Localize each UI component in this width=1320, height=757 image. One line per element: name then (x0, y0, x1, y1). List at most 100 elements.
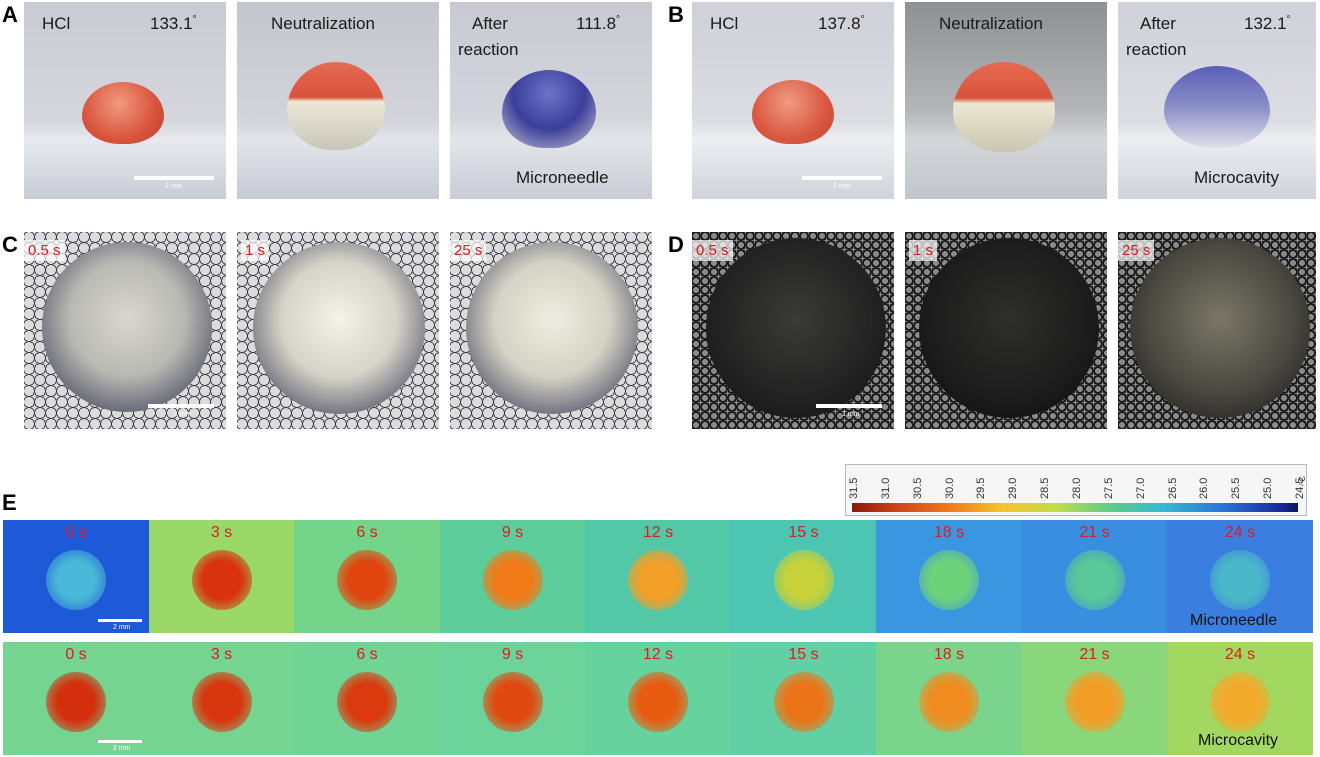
colorbar-tick-label: 26.0 (1198, 477, 1211, 499)
time-label: 0 s (65, 646, 87, 663)
heat-spot (628, 672, 688, 732)
time-label: 12 s (642, 524, 674, 541)
scale-bar (802, 176, 882, 180)
contact-angle-value: 132.1° (1244, 14, 1291, 33)
hcl-label: HCl (42, 14, 71, 33)
scale-bar (134, 176, 214, 180)
contact-angle-value: 111.8° (576, 14, 621, 33)
time-label: 24 s (1224, 646, 1256, 663)
reaction-label: reaction (1126, 40, 1187, 59)
time-label: 15 s (788, 524, 819, 541)
colorbar-unit: °C (1298, 476, 1307, 485)
heat-spot (919, 550, 979, 610)
thermal-frame: 9 s (439, 520, 586, 633)
row-label-microcavity: Microcavity (1198, 732, 1279, 749)
time-label: 12 s (642, 646, 674, 663)
neutralization-label: Neutralization (271, 14, 375, 33)
time-label: 3 s (210, 524, 233, 541)
panel-letter-a: A (2, 2, 18, 27)
heat-spot (337, 672, 397, 732)
panel-a-neutral-photo: Neutralization (237, 2, 439, 199)
hcl-label: HCl (710, 14, 739, 33)
heat-spot (191, 550, 252, 610)
heat-spot (191, 672, 252, 732)
degree-symbol: ° (616, 14, 621, 26)
thermal-frame: 6 s (294, 520, 440, 633)
time-label: 18 s (933, 524, 965, 541)
hcl-droplet (752, 80, 834, 144)
colorbar-tick-label: 29.5 (975, 477, 988, 499)
thermal-frame: 24 s (1167, 520, 1313, 633)
degree-symbol: ° (1286, 14, 1291, 26)
heat-spot (1064, 550, 1125, 610)
colorbar-tick-label: 27.0 (1134, 477, 1147, 499)
scale-bar-text: 2 mm (113, 745, 131, 752)
heat-spot (482, 672, 543, 732)
time-label: 6 s (356, 646, 378, 663)
time-label: 9 s (501, 646, 524, 663)
heat-spot (919, 672, 979, 732)
colorbar-tick-label: 30.5 (911, 477, 924, 499)
colorbar-tick-label: 26.5 (1166, 477, 1179, 499)
contact-angle-value: 137.8° (818, 14, 865, 33)
structure-label: Microneedle (516, 168, 609, 187)
panel-c-photo-2: 1 s (237, 232, 439, 429)
panel-d-photo-1: 0.5 s 1 mm (692, 232, 894, 429)
panel-a-after-photo: After reaction 111.8° Microneedle (450, 2, 652, 199)
heat-spot (628, 550, 688, 610)
colorbar-tick-label: 31.5 (848, 477, 860, 499)
thermal-frame: 0 s (3, 642, 149, 755)
neutralization-label: Neutralization (939, 14, 1043, 33)
heat-spot (1210, 672, 1270, 732)
time-label: 18 s (933, 646, 965, 663)
colorbar-tick-label: 31.0 (879, 477, 892, 499)
droplet-footprint (253, 242, 425, 414)
heat-spot (482, 550, 543, 610)
colorbar-gradient (852, 503, 1298, 512)
neutral-droplet (953, 62, 1055, 152)
droplet-footprint (706, 238, 886, 418)
heat-spot (1210, 550, 1270, 610)
colorbar-tick-label: 28.0 (1071, 477, 1083, 499)
thermal-frame: 3 s (148, 520, 295, 633)
panel-a-hcl-photo: HCl 133.1° 2 mm (24, 2, 226, 199)
time-label: 6 s (356, 524, 378, 541)
thermal-frame: 12 s (585, 520, 731, 633)
panel-letter-c: C (2, 232, 18, 257)
scale-bar-text: 2 mm (833, 183, 851, 190)
scale-bar-text: 1 mm (842, 411, 860, 418)
panel-b-hcl-photo: HCl 137.8° 2 mm (692, 2, 894, 199)
panel-letter-e: E (2, 490, 17, 515)
panel-letter-d: D (668, 232, 684, 257)
hcl-droplet (82, 82, 164, 144)
scale-bar (148, 404, 214, 408)
time-label: 24 s (1224, 524, 1256, 541)
neutral-droplet (287, 62, 385, 150)
degree-symbol: ° (860, 14, 865, 26)
thermal-frame: 0 s (3, 520, 149, 633)
droplet-footprint (1130, 238, 1310, 418)
time-label: 1 s (241, 240, 270, 261)
scale-bar-text: 1 mm (174, 411, 192, 418)
time-label: 3 s (210, 646, 233, 663)
thermal-frame: 18 s (876, 642, 1022, 755)
time-label: 15 s (788, 646, 819, 663)
panel-b-after-photo: After reaction 132.1° Microcavity (1118, 2, 1316, 199)
colorbar-tick-label: 30.0 (943, 477, 956, 499)
time-label: 0.5 s (24, 240, 65, 261)
thermal-frame: 15 s (730, 642, 877, 755)
time-label: 0 s (65, 524, 87, 541)
time-label: 9 s (501, 524, 524, 541)
heat-spot (773, 550, 834, 610)
thermal-frame: 15 s (730, 520, 877, 633)
heat-spot (46, 550, 106, 610)
after-droplet (1164, 66, 1270, 148)
time-label: 25 s (450, 240, 487, 261)
after-droplet (502, 70, 596, 148)
colorbar: 31.5 31.0 30.5 30.0 29.5 29.0 28.5 28.0 27.5 27.0… (845, 464, 1307, 516)
time-label: 21 s (1079, 646, 1110, 663)
colorbar-tick-label: 29.0 (1007, 477, 1020, 499)
panel-c-photo-3: 25 s (450, 232, 652, 429)
time-label: 1 s (909, 240, 938, 261)
time-label: 0.5 s (692, 240, 733, 261)
